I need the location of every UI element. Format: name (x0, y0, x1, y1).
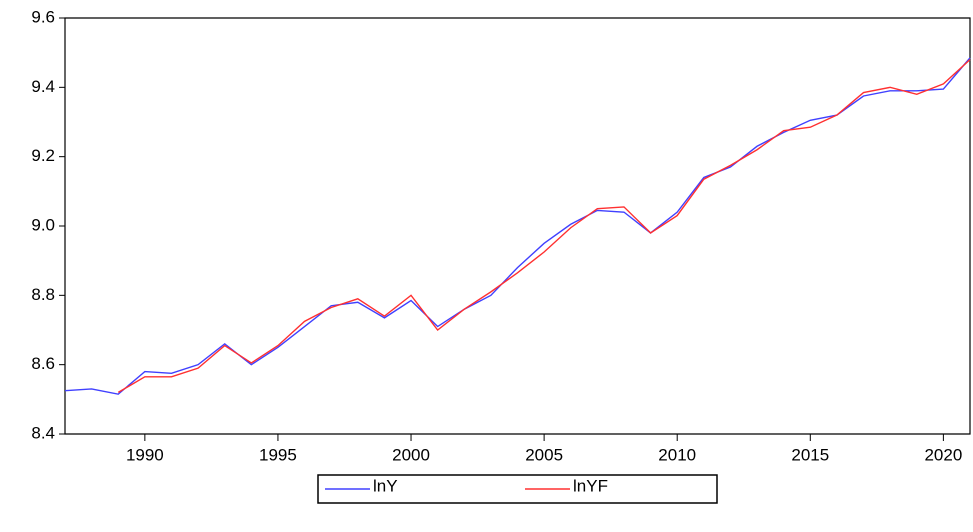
series-line (64, 57, 971, 395)
legend-box (317, 474, 718, 504)
y-tick-label: 9.0 (31, 215, 55, 234)
y-tick-label: 9.6 (31, 7, 55, 26)
y-tick-label: 8.6 (31, 354, 55, 373)
y-tick-label: 8.4 (31, 423, 55, 442)
legend-label: lnY (373, 476, 398, 495)
x-tick-label: 2015 (791, 445, 829, 464)
x-tick-label: 1990 (126, 445, 164, 464)
plot-frame (64, 17, 971, 435)
x-tick-label: 2020 (924, 445, 962, 464)
y-tick-label: 9.2 (31, 146, 55, 165)
x-tick-label: 2005 (525, 445, 563, 464)
series-line (117, 59, 971, 394)
x-tick-label: 2010 (658, 445, 696, 464)
x-tick-label: 2000 (392, 445, 430, 464)
y-tick-label: 9.4 (31, 77, 55, 96)
y-tick-label: 8.8 (31, 285, 55, 304)
legend-label: lnYF (573, 476, 608, 495)
x-tick-label: 1995 (259, 445, 297, 464)
